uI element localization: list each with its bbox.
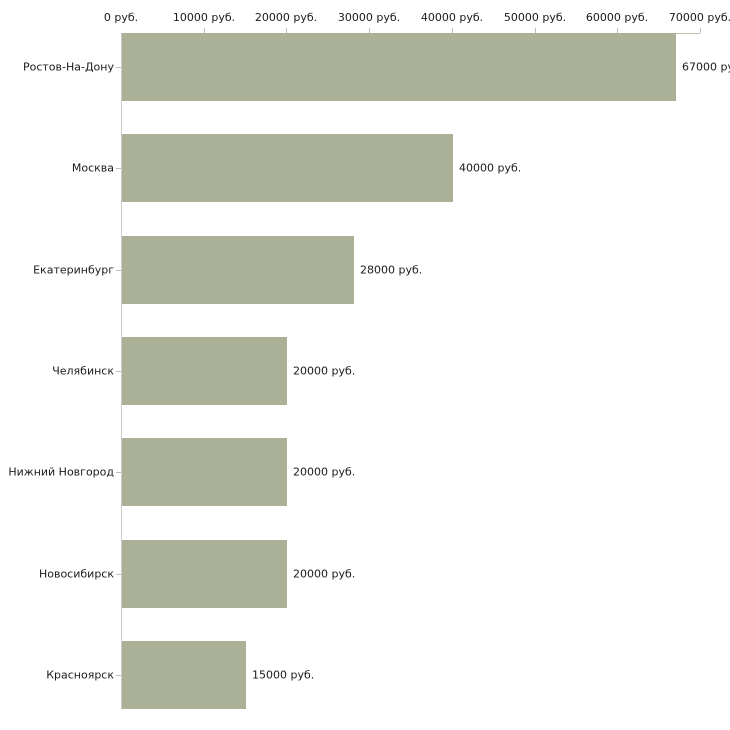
bar	[122, 236, 354, 304]
x-tick-mark	[700, 28, 701, 33]
value-label: 67000 руб.	[682, 60, 730, 74]
x-tick-label: 0 руб.	[103, 11, 139, 24]
category-label: Екатеринбург	[33, 263, 114, 277]
bar	[122, 337, 287, 405]
bar	[122, 33, 676, 101]
category-tick-mark	[116, 168, 121, 169]
x-tick-label: 10000 руб.	[172, 11, 236, 24]
x-tick-label: 20000 руб.	[254, 11, 318, 24]
x-tick-label: 70000 руб.	[668, 11, 730, 24]
y-axis-line	[121, 33, 122, 709]
x-tick-label: 30000 руб.	[337, 11, 401, 24]
bar	[122, 641, 246, 709]
x-tick-mark	[617, 28, 618, 33]
value-label: 28000 руб.	[360, 263, 423, 277]
category-label: Нижний Новгород	[8, 465, 114, 479]
value-label: 15000 руб.	[252, 668, 315, 682]
category-label: Новосибирск	[38, 567, 114, 581]
category-label: Москва	[71, 161, 114, 175]
value-label: 20000 руб.	[293, 465, 356, 479]
category-label: Челябинск	[52, 364, 114, 378]
value-label: 40000 руб.	[459, 161, 522, 175]
x-tick-mark	[286, 28, 287, 33]
x-tick-mark	[204, 28, 205, 33]
value-label: 20000 руб.	[293, 567, 356, 581]
value-label: 20000 руб.	[293, 364, 356, 378]
category-tick-mark	[116, 270, 121, 271]
category-tick-mark	[116, 371, 121, 372]
category-label: Ростов-На-Дону	[22, 60, 114, 74]
bar	[122, 438, 287, 506]
x-tick-mark	[535, 28, 536, 33]
category-tick-mark	[116, 574, 121, 575]
bar	[122, 540, 287, 608]
category-label: Красноярск	[46, 668, 114, 682]
category-tick-mark	[116, 472, 121, 473]
x-tick-label: 50000 руб.	[503, 11, 567, 24]
x-tick-label: 60000 руб.	[585, 11, 649, 24]
x-tick-mark	[452, 28, 453, 33]
x-tick-mark	[369, 28, 370, 33]
category-tick-mark	[116, 67, 121, 68]
bar	[122, 134, 453, 202]
x-tick-label: 40000 руб.	[420, 11, 484, 24]
category-tick-mark	[116, 675, 121, 676]
